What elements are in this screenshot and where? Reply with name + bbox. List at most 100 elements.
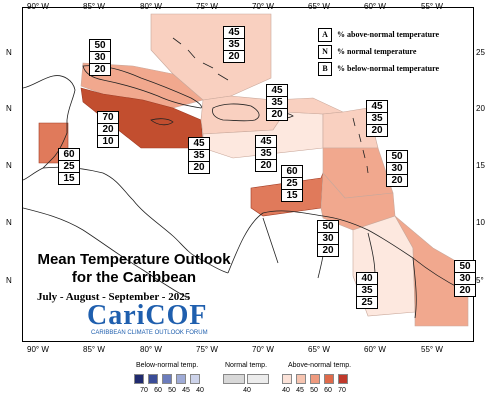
prob-box-leeward: 45 35 20 [366, 100, 388, 137]
colorbar-swatch [247, 374, 269, 384]
lat-label-left: N [6, 161, 12, 170]
colorbar-tick: 70 [338, 387, 346, 394]
colorbar-swatch [310, 374, 320, 384]
above-normal-pct: 70 [102, 112, 114, 123]
prob-box-trinidad: 50 30 20 [317, 220, 339, 257]
below-normal-pct: 20 [387, 174, 407, 186]
lat-label-left: N [6, 104, 12, 113]
prob-box-abc-islands: 60 25 15 [281, 165, 303, 202]
lon-label: 80° W [140, 2, 162, 11]
normal-pct: 25 [282, 177, 302, 189]
below-normal-pct: 20 [224, 50, 244, 62]
colorbar-below-title: Below-normal temp. [136, 362, 199, 369]
normal-pct: 35 [224, 38, 244, 50]
above-normal-pct: 45 [193, 138, 205, 149]
lon-label: 85° W [83, 345, 105, 354]
prob-box-suriname: 50 30 20 [454, 260, 476, 297]
colorbar-swatch [282, 374, 292, 384]
caricof-logo-subtitle: CARIBBEAN CLIMATE OUTLOOK FORUM [91, 330, 208, 336]
coastline-mexico-yucatan [23, 75, 76, 181]
legend: A % above-normal temperature N % normal te… [314, 26, 472, 78]
below-normal-pct: 15 [59, 172, 79, 184]
lat-label-right: 5° [476, 276, 484, 285]
lat-label-left: N [6, 48, 12, 57]
above-normal-pct: 50 [459, 261, 471, 272]
prob-box-caribbean-central: 45 35 20 [255, 135, 277, 172]
below-normal-pct: 20 [455, 284, 475, 296]
map-title-line1: Mean Temperature Outlook [37, 251, 231, 268]
above-normal-pct: 50 [391, 151, 403, 162]
legend-row-below: B % below-normal temperature [318, 62, 439, 76]
prob-box-windward: 50 30 20 [386, 150, 408, 187]
lat-label-right: 20 [476, 104, 485, 113]
colorbar-tick: 50 [310, 387, 318, 394]
above-normal-pct: 50 [94, 40, 106, 51]
below-normal-pct: 20 [90, 63, 110, 75]
coastline-venezuela-inland [262, 217, 326, 279]
map-period: July - August - September - 2025 [37, 291, 191, 303]
prob-box-cayman-jamaica: 70 20 10 [97, 111, 119, 148]
colorbar-swatch [296, 374, 306, 384]
above-normal-pct: 45 [271, 85, 283, 96]
prob-box-hispaniola: 45 35 20 [266, 84, 288, 121]
above-normal-pct: 50 [322, 221, 334, 232]
legend-key-below: B [318, 62, 332, 76]
normal-pct: 30 [318, 232, 338, 244]
legend-row-above: A % above-normal temperature [318, 28, 439, 42]
coastlines [23, 37, 473, 319]
colorbar-swatch [324, 374, 334, 384]
lon-label: 90° W [27, 2, 49, 11]
normal-pct: 35 [367, 112, 387, 124]
lat-label-right: 10 [476, 218, 485, 227]
lon-label: 60° W [364, 345, 386, 354]
normal-pct: 30 [90, 51, 110, 63]
map-title: Mean Temperature Outlook for the Caribbe… [23, 251, 245, 287]
legend-text-above: % above-normal temperature [337, 29, 440, 39]
above-normal-pct: 60 [63, 149, 75, 160]
lon-label: 55° W [421, 345, 443, 354]
normal-pct: 35 [357, 284, 377, 296]
below-normal-pct: 20 [367, 124, 387, 136]
lon-label: 55° W [421, 2, 443, 11]
prob-box-guyana: 40 35 25 [356, 272, 378, 309]
colorbar-swatch [162, 374, 172, 384]
below-normal-pct: 20 [189, 161, 209, 173]
caricof-logo: CariCOF [87, 300, 208, 331]
prob-box-caribbean-west: 45 35 20 [188, 137, 210, 174]
colorbar-tick: 60 [324, 387, 332, 394]
prob-box-cuba-west: 50 30 20 [89, 39, 111, 76]
normal-pct: 35 [189, 149, 209, 161]
lon-label: 65° W [308, 345, 330, 354]
colorbar-swatch [190, 374, 200, 384]
lon-label: 75° W [196, 2, 218, 11]
map-title-line2: for the Caribbean [71, 269, 197, 286]
coastline-central-america [42, 166, 229, 274]
lon-label: 70° W [252, 2, 274, 11]
colorbar-tick: 70 [140, 387, 148, 394]
coastline-hispaniola [212, 103, 260, 122]
above-normal-pct: 60 [286, 166, 298, 177]
colorbar-tick: 45 [182, 387, 190, 394]
lon-label: 75° W [196, 345, 218, 354]
legend-key-above: A [318, 28, 332, 42]
colorbar-swatch [338, 374, 348, 384]
colorbar-tick: 45 [296, 387, 304, 394]
coastline-jamaica [150, 118, 174, 126]
prob-box-belize: 60 25 15 [58, 148, 80, 185]
above-normal-pct: 45 [228, 27, 240, 38]
normal-pct: 30 [387, 162, 407, 174]
below-normal-pct: 20 [267, 108, 287, 120]
above-normal-pct: 45 [371, 101, 383, 112]
normal-pct: 35 [267, 96, 287, 108]
colorbar-swatch [176, 374, 186, 384]
legend-key-normal: N [318, 45, 332, 59]
coastline-lesser-antilles [352, 117, 369, 174]
above-normal-pct: 45 [260, 136, 272, 147]
lat-label-left: N [6, 276, 12, 285]
normal-pct: 30 [455, 272, 475, 284]
above-normal-pct: 40 [361, 273, 373, 284]
normal-pct: 25 [59, 160, 79, 172]
lat-label-right: 15 [476, 161, 485, 170]
legend-text-below: % below-normal temperature [337, 63, 440, 73]
below-normal-pct: 10 [98, 135, 118, 147]
